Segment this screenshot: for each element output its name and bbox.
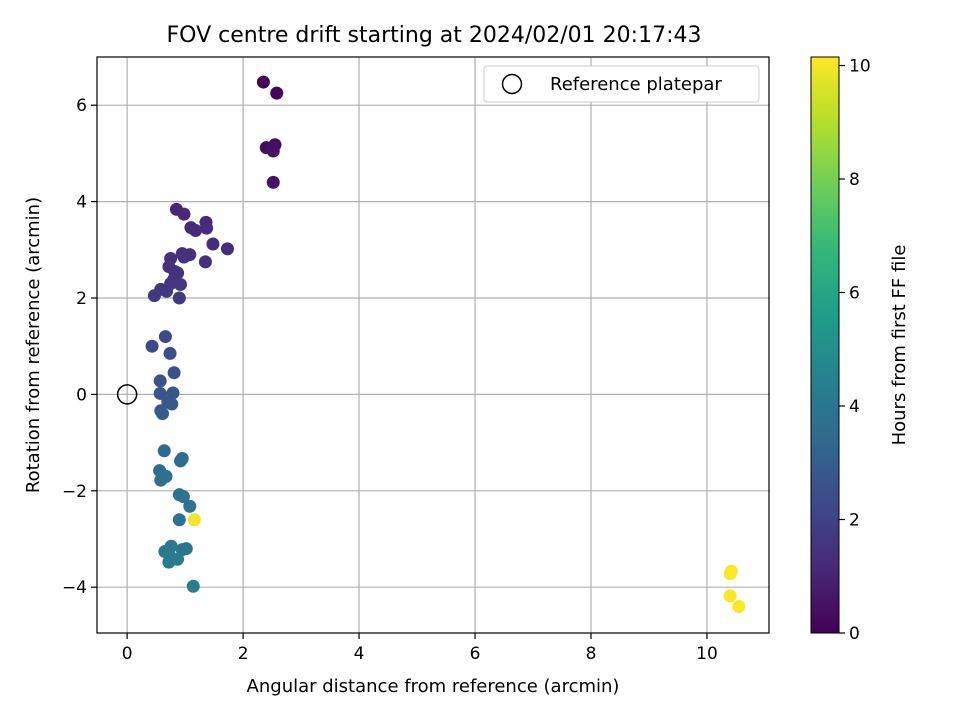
data-point [206,237,220,251]
data-point [172,291,186,305]
data-point [177,250,191,264]
x-axis-label: Angular distance from reference (arcmin) [247,676,620,697]
colorbar-gradient [810,56,840,634]
reference-marker [116,384,138,405]
data-point [187,513,201,527]
colorbar-tick-label: 6 [849,284,860,304]
plot-area-frame [96,56,770,634]
data-point [162,555,176,569]
y-tick-label: 2 [76,289,87,309]
legend: Reference platepar [483,65,760,103]
y-tick-label: 4 [76,193,87,213]
x-tick-label: 6 [470,644,481,664]
data-point [177,207,191,221]
data-point [173,278,187,292]
data-point [158,330,172,344]
data-point [147,289,161,303]
colorbar-tick-label: 2 [849,511,860,531]
colorbar-tick-label: 0 [849,624,860,644]
y-tick-label: 6 [76,96,87,116]
x-tick-label: 0 [122,644,133,664]
y-tick-label: 0 [76,385,87,405]
x-tick-label: 10 [696,644,718,664]
data-point [165,397,179,411]
data-point [153,374,167,388]
data-point [183,499,197,513]
y-tick-label: −2 [62,482,87,502]
data-point [153,386,167,400]
data-point [732,599,746,613]
x-tick-label: 4 [354,644,365,664]
reference-marker-layer [116,384,138,405]
data-point [189,224,203,238]
grid-lines [97,57,769,633]
colorbar: 0 2 4 6 8 10 Hours from first FF file [810,56,910,644]
data-point [266,144,280,158]
x-ticks: 0 2 4 6 8 10 [122,633,718,664]
data-point [256,75,270,89]
legend-label: Reference platepar [550,74,722,95]
legend-reference-marker [501,73,523,95]
y-axis-label: Rotation from reference (arcmin) [23,197,44,493]
data-point [175,543,189,557]
colorbar-tick-label: 8 [849,170,860,190]
chart-title: FOV centre drift starting at 2024/02/01 … [167,23,702,48]
data-point [163,346,177,360]
legend-box [483,65,760,103]
data-point [220,242,234,256]
data-point [198,255,212,269]
data-point [270,86,284,100]
colorbar-tick-label: 4 [849,397,860,417]
data-point [145,339,159,353]
colorbar-ticks: 0 2 4 6 8 10 [839,57,871,644]
data-point [156,407,170,421]
colorbar-tick-label: 10 [849,57,871,77]
data-point [172,513,186,527]
data-point [266,175,280,189]
data-point [186,579,200,593]
x-tick-label: 2 [238,644,249,664]
data-point [160,284,174,298]
data-point [723,589,737,603]
data-point [157,444,171,458]
data-point [176,490,190,504]
data-point [167,366,181,380]
data-point [173,454,187,468]
data-point [200,221,214,235]
data-point [723,567,737,581]
y-ticks: −4 −2 0 2 4 6 [62,96,97,598]
colorbar-label: Hours from first FF file [889,245,910,446]
data-point [154,473,168,487]
x-tick-label: 8 [586,644,597,664]
y-tick-label: −4 [62,578,87,598]
data-points [145,75,746,613]
